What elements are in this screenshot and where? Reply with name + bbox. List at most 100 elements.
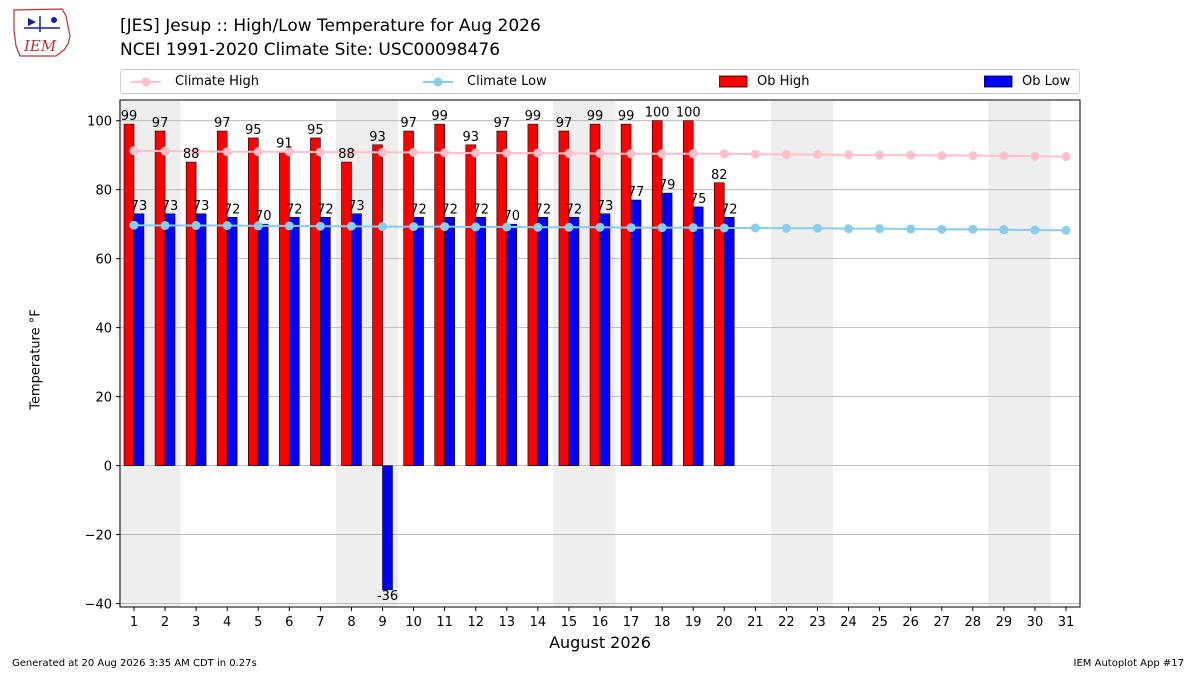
x-tick-label-24: 24 [840,615,857,630]
climate-high-point-1 [129,146,139,156]
ob-high-bar-5 [248,137,259,466]
climate-low-point-31 [1061,225,1071,235]
climate-high-point-5 [253,147,263,157]
ob-low-label-9: -36 [377,589,398,604]
ob-low-bar-3 [195,213,207,466]
legend-climate-low-label: Climate Low [467,74,547,89]
climate-low-point-15 [564,222,574,232]
climate-low-point-10 [409,222,419,232]
ob-low-bar-7 [320,216,331,466]
ob-low-bar-8 [351,213,362,466]
x-tick-label-14: 14 [530,615,547,630]
climate-high-point-29 [999,151,1009,161]
climate-low-point-9 [378,222,388,232]
y-tick-label-100: 100 [87,115,112,130]
climate-high-point-2 [160,146,170,156]
legend: Climate High Climate Low Ob High Ob Low [120,69,1080,94]
y-tick-label-40: 40 [95,322,112,337]
climate-low-point-29 [999,225,1009,235]
footer-app: IEM Autoplot App #17 [1073,658,1184,669]
ob-low-bar-1 [133,213,145,466]
ob-high-label-13: 97 [494,116,511,131]
ob-high-bar-4 [216,130,228,466]
climate-low-point-22 [781,223,791,233]
ob-low-bar-5 [257,223,269,466]
climate-low-point-19 [688,223,698,233]
ob-high-bar-15 [558,130,570,466]
climate-high-point-27 [937,151,947,161]
ob-high-label-15: 97 [556,116,573,131]
ob-high-bar-12 [465,144,477,466]
ob-high-bar-18 [651,120,663,466]
climate-high-point-13 [502,148,512,158]
ob-low-bar-6 [289,216,300,466]
ob-low-label-19: 75 [690,192,707,207]
climate-high-point-16 [595,148,605,158]
x-tick-label-10: 10 [405,615,422,630]
x-tick-label-23: 23 [809,615,826,630]
iem-logo: IEM [13,8,71,57]
ob-high-bar-17 [620,123,632,466]
ob-low-label-4: 72 [224,202,241,217]
ob-high-bar-2 [154,130,166,466]
climate-low-point-21 [750,223,760,233]
climate-high-point-8 [346,147,356,157]
climate-high-point-17 [626,149,636,159]
ob-high-label-8: 88 [338,147,355,162]
ob-low-label-5: 70 [255,209,272,224]
climate-high-point-25 [875,150,885,160]
ob-low-label-13: 70 [503,209,520,224]
climate-high-point-14 [533,148,543,158]
climate-high-point-9 [378,147,388,157]
ob-high-label-4: 97 [214,116,231,131]
ob-high-label-18: 100 [645,106,670,121]
ob-low-label-6: 72 [286,202,303,217]
climate-low-point-25 [875,224,885,234]
climate-low-point-18 [657,223,667,233]
x-tick-label-17: 17 [623,615,640,630]
x-tick-label-6: 6 [285,615,293,630]
ob-high-bar-9 [372,144,383,466]
y-tick-label-80: 80 [95,184,112,199]
footer-generated: Generated at 20 Aug 2026 3:35 AM CDT in … [12,658,257,669]
y-tick-label-60: 60 [95,253,112,268]
x-tick-label-12: 12 [467,615,484,630]
climate-low-point-17 [626,223,636,233]
x-tick-label-30: 30 [1027,615,1044,630]
climate-high-point-22 [781,149,791,159]
climate-low-point-3 [191,221,201,231]
climate-low-point-14 [533,222,543,232]
weekend-shade-22 [770,100,802,607]
ob-low-label-7: 72 [317,202,334,217]
climate-low-point-6 [284,221,294,231]
ob-high-label-20: 82 [711,168,728,183]
climate-high-point-23 [812,149,822,159]
climate-high-point-7 [315,147,325,157]
ob-high-bar-6 [279,151,290,466]
x-tick-label-18: 18 [654,615,671,630]
climate-high-point-6 [284,147,294,157]
ob-low-label-8: 73 [348,199,365,214]
ob-high-label-12: 93 [462,130,479,145]
climate-low-point-24 [844,224,854,234]
climate-high-point-20 [719,149,729,159]
x-tick-label-27: 27 [933,615,950,630]
climate-high-point-3 [191,146,201,156]
climate-low-point-8 [346,221,356,231]
ob-low-label-16: 73 [597,199,614,214]
logo-text: IEM [23,37,57,55]
ob-high-bar-11 [434,123,445,466]
ob-high-label-9: 93 [369,130,386,145]
ob-high-label-17: 99 [618,109,635,124]
x-tick-label-1: 1 [130,615,138,630]
ob-high-label-10: 97 [400,116,417,131]
climate-low-point-12 [471,222,481,232]
legend-climate-high-label: Climate High [175,74,260,89]
climate-low-point-20 [719,223,729,233]
ob-low-label-12: 72 [472,202,489,217]
ob-high-bar-7 [310,137,321,466]
x-tick-label-4: 4 [223,615,231,630]
climate-high-point-28 [968,151,978,161]
x-tick-label-21: 21 [747,615,764,630]
ob-low-bar-2 [164,213,176,466]
